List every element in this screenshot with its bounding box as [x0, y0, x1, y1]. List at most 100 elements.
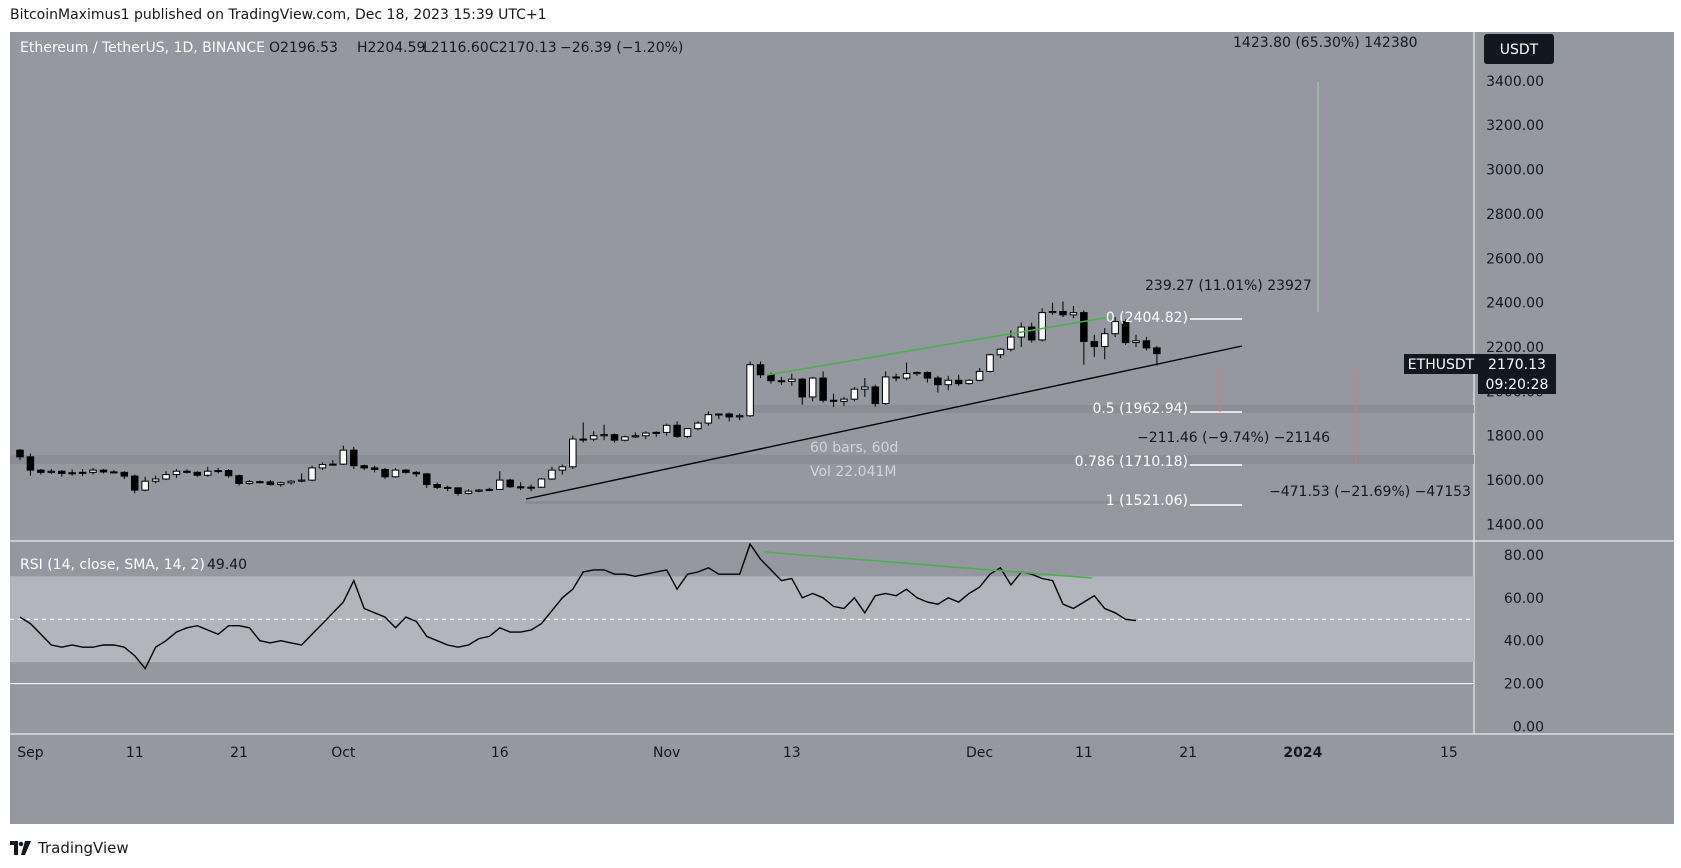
candle: [318, 464, 327, 469]
legend-open: O2196.53: [269, 40, 338, 56]
candle: [840, 398, 848, 402]
candle: [683, 428, 692, 437]
candle: [798, 378, 806, 398]
time-axis[interactable]: Sep 11 21 Oct 16 Nov 13 Dec 11 21 2024 15: [17, 745, 1458, 761]
currency-button-label[interactable]: USDT: [1500, 42, 1539, 58]
zone-1520: [525, 501, 1125, 504]
candle: [589, 435, 598, 440]
candle: [1153, 347, 1161, 355]
price-tick-label: 1400.00: [1486, 517, 1544, 533]
candle: [913, 372, 921, 375]
candle: [193, 471, 202, 476]
candle: [631, 435, 640, 438]
candle: [1111, 320, 1119, 335]
legend-high: H2204.59: [357, 40, 425, 56]
candles-group: [16, 301, 1161, 496]
support-zone-1960: [746, 405, 1474, 413]
rsi-line: [19, 542, 1137, 670]
tradingview-logo[interactable]: TradingView: [10, 837, 129, 859]
candle: [1121, 320, 1130, 344]
candle: [715, 413, 723, 416]
candle: [1090, 340, 1099, 348]
candle: [423, 473, 431, 486]
range-bars-label: 60 bars, 60d: [810, 440, 898, 456]
chart-frame[interactable]: 1400.001600.001800.002000.002200.002400.…: [10, 32, 1674, 824]
time-tick-label: 11: [126, 745, 144, 761]
candle: [767, 374, 775, 382]
candle: [329, 463, 337, 466]
candle: [881, 376, 890, 405]
candle: [558, 466, 567, 471]
candle: [350, 449, 358, 467]
candle: [704, 414, 713, 424]
price-tick-label: 2200.00: [1486, 340, 1544, 356]
legend-close: C2170.13: [489, 40, 557, 56]
candle: [277, 482, 285, 486]
candle: [537, 478, 546, 488]
measure-label-upper: 239.27 (11.01%) 23927: [1145, 278, 1312, 294]
price-tick-label: 2400.00: [1486, 296, 1544, 312]
candle: [360, 465, 368, 469]
measure-label-mid: −211.46 (−9.74%) −21146: [1137, 430, 1330, 446]
candle: [120, 471, 129, 477]
rsi-tick-label: 20.00: [1504, 677, 1544, 693]
price-resistance-trendline-green[interactable]: [766, 316, 1111, 376]
time-tick-label: 16: [491, 745, 509, 761]
time-tick-label: Dec: [966, 745, 993, 761]
candle: [130, 475, 139, 491]
fib-label-0: 0 (2404.82): [1106, 310, 1188, 326]
candle: [37, 469, 45, 473]
price-tag-price: 2170.13: [1488, 357, 1546, 373]
candle: [871, 386, 880, 405]
measure-label-top: 1423.80 (65.30%) 142380: [1233, 35, 1418, 51]
candle: [1142, 340, 1151, 349]
candle: [402, 469, 410, 473]
candle: [443, 486, 452, 489]
currency-button[interactable]: [1484, 34, 1554, 64]
rsi-tick-label: 60.00: [1504, 591, 1544, 607]
candle: [1007, 336, 1015, 350]
candle: [203, 470, 212, 476]
chart-svg[interactable]: 1400.001600.001800.002000.002200.002400.…: [10, 32, 1674, 824]
candle: [381, 468, 389, 478]
candle: [47, 470, 56, 473]
candle: [1048, 311, 1057, 314]
price-tick-label: 3000.00: [1486, 163, 1544, 179]
candle: [642, 432, 650, 437]
price-tag-countdown: 09:20:28: [1486, 377, 1549, 393]
candle: [141, 480, 149, 491]
rsi-tick-label: 80.00: [1504, 548, 1544, 564]
rsi-divergence-trendline-green[interactable]: [763, 551, 1093, 579]
candle: [26, 456, 35, 471]
rsi-legend-label: RSI (14, close, SMA, 14, 2): [20, 557, 205, 573]
candle: [506, 479, 514, 488]
candle: [777, 380, 786, 383]
published-header: BitcoinMaximus1 published on TradingView…: [10, 7, 547, 23]
price-tick-label: 1600.00: [1486, 473, 1544, 489]
candle: [57, 470, 66, 474]
time-tick-label: 11: [1075, 745, 1093, 761]
candle: [788, 378, 796, 382]
tradingview-logo-icon: [10, 841, 31, 855]
legend-low: L2116.60: [423, 40, 489, 56]
candle: [151, 478, 160, 482]
candle: [756, 364, 765, 376]
candle: [339, 449, 348, 465]
candle: [391, 469, 400, 478]
price-tag-bg: [1478, 354, 1556, 394]
legend-symbol: Ethereum / TetherUS, 1D, BINANCE: [20, 40, 265, 56]
price-axis[interactable]: 1400.001600.001800.002000.002200.002400.…: [1486, 74, 1544, 534]
candle: [735, 415, 744, 418]
candle: [308, 467, 316, 481]
ascending-support-trendline[interactable]: [525, 345, 1243, 500]
candle: [662, 424, 671, 433]
candle: [600, 434, 608, 437]
fib-label-1: 1 (1521.06): [1106, 493, 1188, 509]
candle: [610, 434, 619, 441]
candle: [892, 376, 900, 379]
candle: [944, 379, 953, 386]
rsi-axis[interactable]: 0.00 20.00 40.00 60.00 80.00: [1504, 548, 1544, 736]
price-tag-symbol-bg: [1404, 354, 1478, 374]
rsi-tick-label: 0.00: [1513, 720, 1544, 736]
range-volume-label: Vol 22.041M: [810, 464, 896, 480]
